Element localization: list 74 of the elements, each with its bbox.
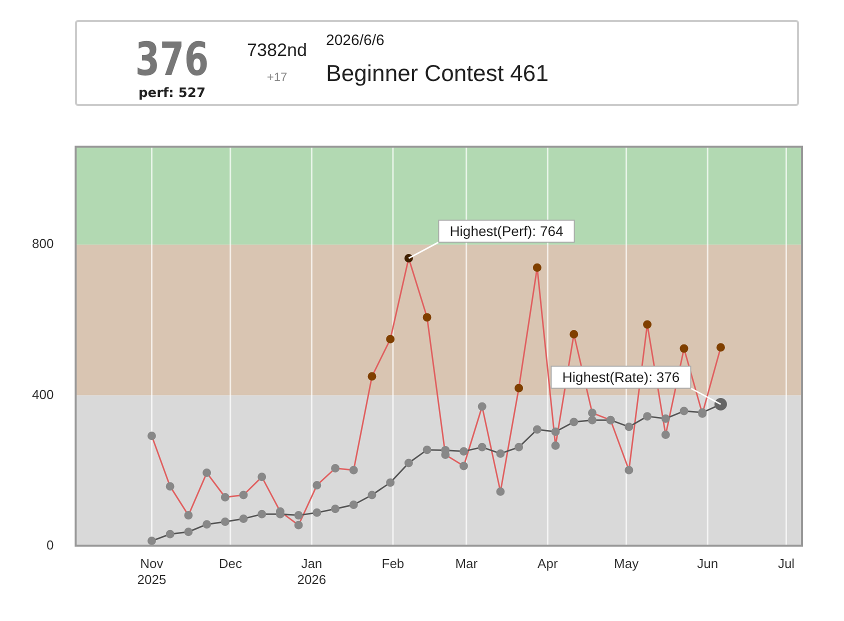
point: [331, 464, 340, 473]
text: 2026/6/6: [326, 32, 384, 49]
point: [404, 458, 413, 468]
annotation: Highest(Perf): 764: [450, 223, 564, 240]
point: [258, 510, 266, 518]
x-tick-label: Dec: [218, 556, 242, 572]
point: [239, 514, 248, 523]
point: [368, 372, 376, 381]
point: [184, 511, 193, 520]
point: [166, 530, 174, 538]
point: [532, 263, 542, 272]
point: [478, 402, 486, 411]
point: [147, 432, 156, 440]
point: [184, 528, 193, 536]
point: [551, 427, 560, 436]
point: [680, 406, 688, 416]
point: [551, 441, 560, 450]
point: [643, 412, 652, 421]
point: [661, 414, 670, 423]
point: [422, 313, 432, 322]
point: [532, 425, 542, 434]
point: [349, 466, 358, 474]
point: [624, 422, 634, 432]
point: [514, 442, 524, 452]
text: 376: [134, 32, 210, 86]
point: [386, 478, 395, 487]
point: [202, 468, 212, 478]
x-tick-label: Jul: [778, 556, 795, 572]
x-tick-label: Apr: [538, 556, 558, 572]
y-tick-label: 400: [32, 386, 54, 402]
point: [460, 447, 468, 456]
x-tick-label: Jan 2026: [297, 556, 326, 587]
x-tick-label: May: [614, 556, 640, 572]
point: [643, 320, 652, 329]
point: [220, 517, 230, 526]
point: [239, 490, 248, 500]
point: [220, 492, 230, 502]
point: [588, 408, 596, 418]
point: [312, 508, 322, 517]
point: [294, 511, 303, 520]
point: [716, 343, 725, 352]
point: [147, 536, 156, 546]
point: [460, 462, 468, 470]
point: [422, 446, 432, 454]
point: [349, 500, 358, 510]
annotation: Highest(Rate): 376: [562, 369, 680, 386]
x-tick-label: Nov 2025: [137, 556, 166, 587]
x-tick-label: Feb: [382, 556, 404, 572]
point: [514, 384, 524, 392]
point: [312, 480, 322, 490]
text: perf: 527: [137, 86, 207, 101]
point: [680, 344, 688, 353]
y-tick-label: 800: [32, 236, 54, 252]
point: [478, 442, 486, 452]
x-tick-label: Jun: [697, 556, 718, 572]
point: [588, 416, 596, 424]
text: Beginner Contest 461: [326, 60, 548, 87]
point: [661, 430, 670, 440]
point: [496, 449, 505, 458]
x-tick-label: Mar: [455, 556, 478, 572]
point: [496, 487, 505, 496]
point: [368, 490, 376, 500]
text: +17: [266, 70, 288, 84]
point: [202, 520, 212, 529]
point: [386, 334, 395, 344]
point: [570, 418, 578, 426]
point: [166, 482, 174, 491]
point: [570, 330, 578, 339]
text: 7382nd: [246, 40, 308, 61]
point: [331, 504, 340, 514]
y-tick-label: 0: [46, 537, 54, 552]
point: [624, 466, 634, 474]
point: [258, 472, 266, 482]
point: [294, 520, 303, 530]
